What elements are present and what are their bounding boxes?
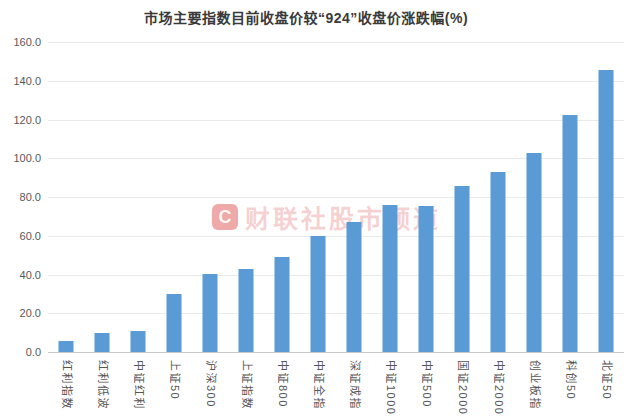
x-axis-category-label: 国证2000 bbox=[457, 360, 468, 415]
x-axis-category-label: 中证800 bbox=[277, 360, 288, 408]
bar bbox=[455, 186, 470, 352]
y-axis-tick-label: 60.0 bbox=[20, 230, 41, 242]
bar-column: 北证50 bbox=[588, 42, 624, 352]
bar bbox=[131, 331, 146, 352]
x-axis-category-label: 红利指数 bbox=[61, 360, 72, 410]
bar bbox=[167, 294, 182, 352]
y-axis-tick-label: 140.0 bbox=[13, 75, 41, 87]
y-axis-tick-label: 100.0 bbox=[13, 152, 41, 164]
y-axis-tick-label: 20.0 bbox=[20, 307, 41, 319]
x-axis-category-label: 中证1000 bbox=[385, 360, 396, 415]
bar bbox=[311, 236, 326, 352]
bar-column: 中证800 bbox=[264, 42, 300, 352]
bar bbox=[599, 70, 614, 352]
bar bbox=[383, 205, 398, 352]
bar bbox=[275, 257, 290, 352]
y-axis-tick-label: 120.0 bbox=[13, 114, 41, 126]
y-axis-tick-label: 160.0 bbox=[13, 36, 41, 48]
bar-column: 中证1000 bbox=[372, 42, 408, 352]
bar bbox=[527, 153, 542, 352]
x-axis-category-label: 中证红利 bbox=[133, 360, 144, 410]
bar-column: 创业板指 bbox=[516, 42, 552, 352]
bar-column: 中证全指 bbox=[300, 42, 336, 352]
x-axis-category-label: 创业板指 bbox=[529, 360, 540, 410]
x-axis-category-label: 上证50 bbox=[169, 360, 180, 400]
x-axis-category-label: 上证指数 bbox=[241, 360, 252, 410]
bar-column: 深证成指 bbox=[336, 42, 372, 352]
y-axis-tick-label: 40.0 bbox=[20, 269, 41, 281]
x-axis-category-label: 红利低波 bbox=[97, 360, 108, 410]
x-axis-line bbox=[48, 352, 624, 353]
bar-column: 沪深300 bbox=[192, 42, 228, 352]
chart-title: 市场主要指数目前收盘价较“924”收盘价涨跌幅(%) bbox=[0, 7, 612, 27]
x-axis-category-label: 中证500 bbox=[421, 360, 432, 408]
x-axis-category-label: 北证50 bbox=[601, 360, 612, 400]
bar bbox=[59, 341, 74, 352]
bar-column: 中证红利 bbox=[120, 42, 156, 352]
bar-chart: 市场主要指数目前收盘价较“924”收盘价涨跌幅(%) C 财联社股市频道 0.0… bbox=[0, 0, 640, 420]
bar-column: 红利指数 bbox=[48, 42, 84, 352]
bar bbox=[563, 115, 578, 352]
bar-column: 中证2000 bbox=[480, 42, 516, 352]
bar bbox=[239, 269, 254, 352]
x-axis-category-label: 中证2000 bbox=[493, 360, 504, 415]
bar bbox=[203, 274, 218, 352]
bar bbox=[419, 206, 434, 352]
x-axis-category-label: 中证全指 bbox=[313, 360, 324, 410]
bar-column: 中证500 bbox=[408, 42, 444, 352]
bar-column: 国证2000 bbox=[444, 42, 480, 352]
bars-row: 红利指数红利低波中证红利上证50沪深300上证指数中证800中证全指深证成指中证… bbox=[48, 42, 624, 352]
bar-column: 上证指数 bbox=[228, 42, 264, 352]
plot-area: 0.020.040.060.080.0100.0120.0140.0160.0 … bbox=[48, 42, 624, 352]
bar-column: 红利低波 bbox=[84, 42, 120, 352]
bar bbox=[95, 333, 110, 352]
bar bbox=[491, 172, 506, 352]
bar-column: 科创50 bbox=[552, 42, 588, 352]
bar-column: 上证50 bbox=[156, 42, 192, 352]
y-axis-tick-label: 0.0 bbox=[26, 346, 41, 358]
bar bbox=[347, 222, 362, 352]
x-axis-category-label: 沪深300 bbox=[205, 360, 216, 408]
x-axis-category-label: 深证成指 bbox=[349, 360, 360, 410]
x-axis-category-label: 科创50 bbox=[565, 360, 576, 400]
y-axis-tick-label: 80.0 bbox=[20, 191, 41, 203]
